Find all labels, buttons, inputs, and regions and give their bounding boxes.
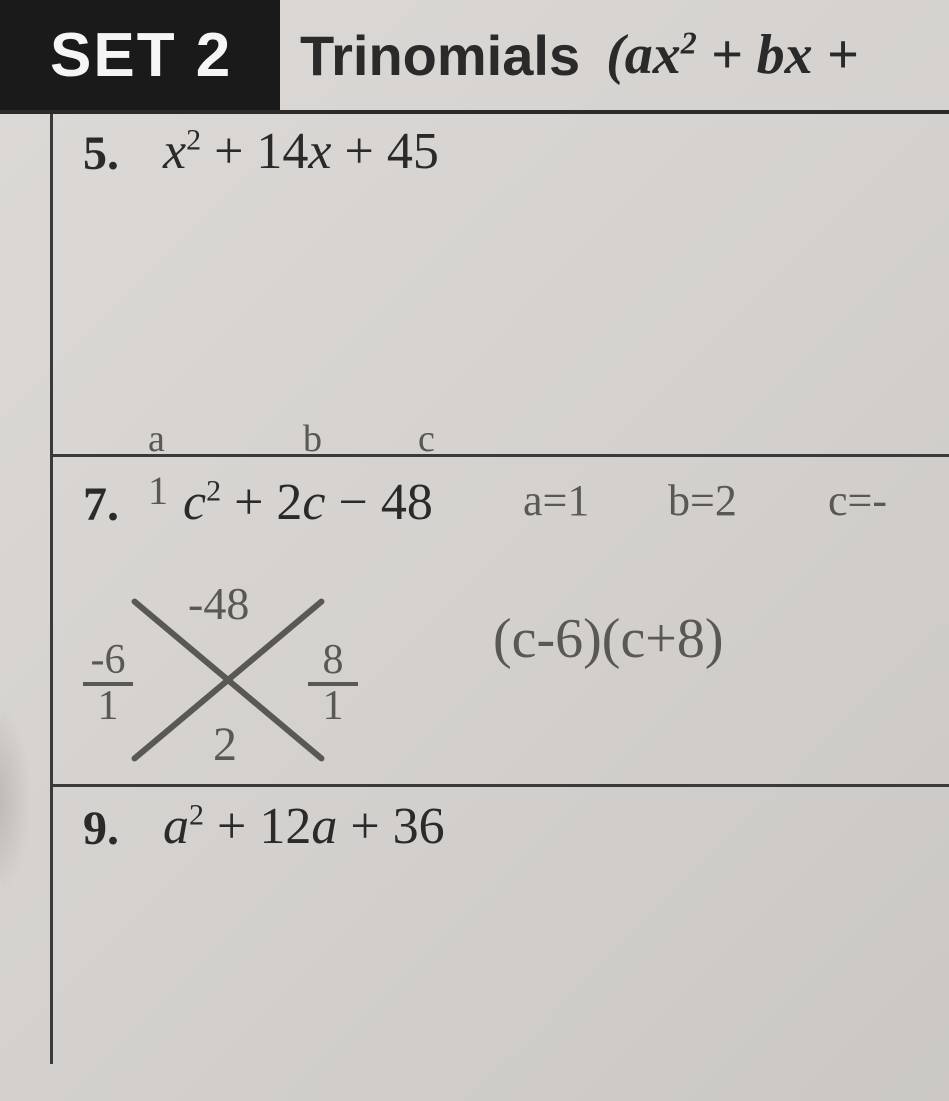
p7-label-c: c — [418, 417, 435, 461]
p7-var2: c — [302, 474, 325, 531]
p7-op1: + 2 — [221, 474, 302, 531]
header-row: SET 2 Trinomials (ax2 + bx + — [0, 0, 949, 110]
p5-var1: x — [163, 123, 186, 180]
x-left-value: -6 1 — [83, 642, 133, 726]
x-top-value: -48 — [188, 577, 249, 630]
p7-exp1: 2 — [206, 475, 221, 508]
x-left-den: 1 — [98, 683, 119, 729]
p7-leading-1: 1 — [148, 467, 168, 514]
title-text: Trinomials — [300, 23, 580, 88]
problem-9-expression: a2 + 12a + 36 — [163, 797, 445, 856]
problem-7-number: 7. — [83, 477, 119, 532]
problem-5-cell: 5. x2 + 14x + 45 — [50, 114, 949, 454]
p9-var2: a — [311, 798, 337, 855]
p9-op1: + 12 — [204, 798, 311, 855]
p5-op2: + 45 — [332, 123, 439, 180]
p7-var1: c — [183, 474, 206, 531]
p5-op1: + 14 — [201, 123, 308, 180]
set-title: Trinomials (ax2 + bx + — [280, 0, 949, 110]
p9-exp1: 2 — [189, 799, 204, 832]
x-right-den: 1 — [323, 683, 344, 729]
p7-answer: (c-6)(c+8) — [493, 607, 724, 671]
x-bottom-value: 2 — [213, 717, 237, 772]
worksheet-page: SET 2 Trinomials (ax2 + bx + 5. x2 + 14x… — [0, 0, 949, 1101]
p7-coef-c: c=- — [828, 475, 887, 526]
p7-coef-a: a=1 — [523, 475, 589, 526]
p7-x-diagram: -48 2 -6 1 8 1 — [113, 587, 343, 767]
p7-label-b: b — [303, 417, 322, 461]
problem-5-expression: x2 + 14x + 45 — [163, 122, 439, 181]
x-left-num: -6 — [91, 637, 126, 683]
p5-var2: x — [308, 123, 331, 180]
p7-op2: − 48 — [326, 474, 433, 531]
title-formula: (ax2 + bx + — [592, 23, 859, 87]
problem-9-number: 9. — [83, 801, 119, 856]
problem-9-cell: 9. a2 + 12a + 36 — [50, 784, 949, 1064]
p7-label-a: a — [148, 417, 165, 461]
problem-7-expression: c2 + 2c − 48 — [183, 473, 433, 532]
page-binding-shadow — [0, 700, 32, 900]
p5-exp1: 2 — [186, 124, 201, 157]
set-badge: SET 2 — [0, 0, 280, 110]
p9-var1: a — [163, 798, 189, 855]
p9-op2: + 36 — [337, 798, 444, 855]
p7-coef-b: b=2 — [668, 475, 737, 526]
problem-5-number: 5. — [83, 126, 119, 181]
x-right-value: 8 1 — [308, 642, 358, 726]
x-right-num: 8 — [323, 637, 344, 683]
problem-7-cell: a b c 1 7. c2 + 2c − 48 a=1 b=2 c=- -48 … — [50, 454, 949, 784]
